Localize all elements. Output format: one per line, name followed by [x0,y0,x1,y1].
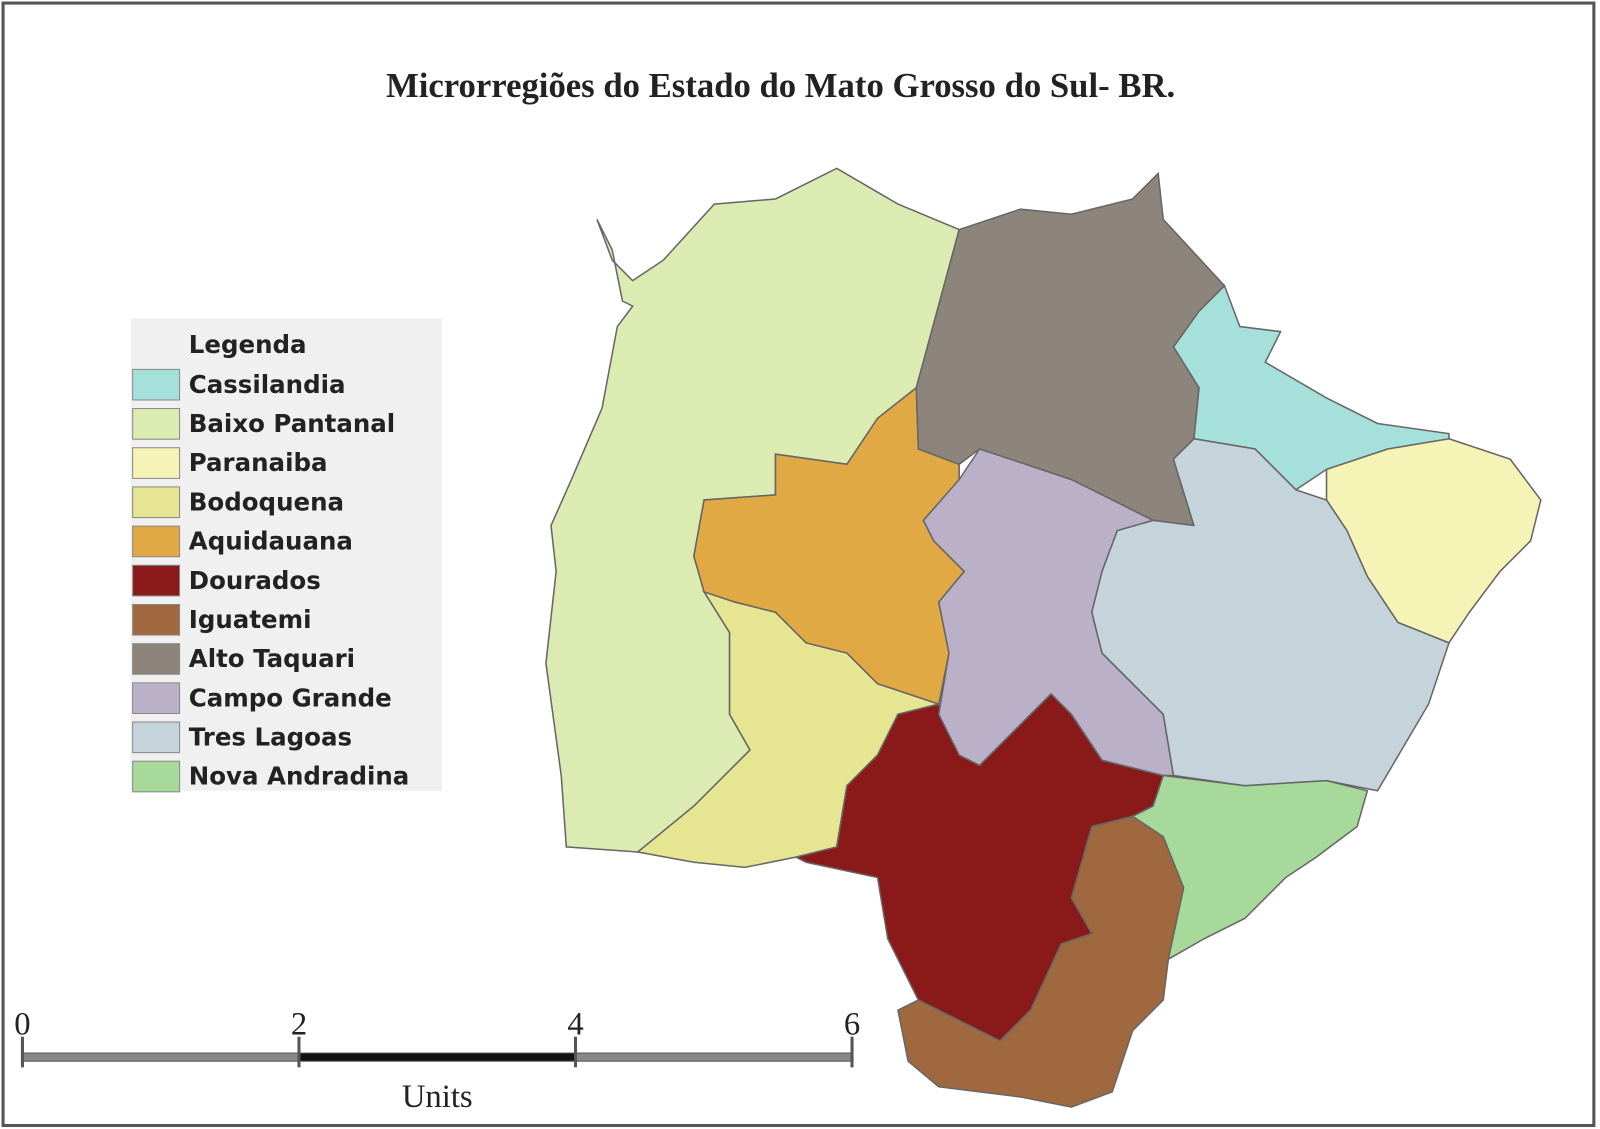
scale-tick-label: 4 [567,1007,583,1043]
legend-label: Campo Grande [189,683,392,712]
scale-tick-label: 0 [14,1007,30,1043]
legend-swatch [132,603,181,636]
scale-segment [21,1052,300,1062]
region [1131,774,1369,961]
legend-swatch [132,408,181,440]
legend-swatch [132,760,181,793]
legend-swatch [132,721,181,754]
legend-swatch [132,682,181,714]
legend-swatch [132,525,181,558]
legend-label: Iguatemi [189,605,312,634]
legend-title: Legenda [189,330,307,359]
legend-swatch [132,564,181,597]
legend-label: Aquidauana [189,527,353,556]
legend-label: Paranaiba [189,448,328,477]
scale-segment [298,1052,577,1062]
legend-label: Cassilandia [189,370,346,399]
legend-box [130,318,442,791]
legend-label: Dourados [189,566,321,595]
legend-swatch [132,643,181,675]
legend-swatch [132,486,181,519]
legend-swatch [132,447,181,479]
map-title: Microrregiões do Estado do Mato Grosso d… [386,66,1175,105]
legend-label: Baixo Pantanal [189,409,395,438]
legend-label: Nova Andradina [189,762,410,791]
legend-swatch [132,368,181,401]
legend-label: Alto Taquari [189,644,355,673]
scale-tick-label: 2 [291,1007,307,1043]
legend-label: Tres Lagoas [189,723,352,752]
legend-label: Bodoquena [189,487,344,516]
scale-segment [574,1052,853,1062]
scale-tick-label: 6 [844,1007,860,1043]
scale-unit: Units [402,1079,473,1115]
